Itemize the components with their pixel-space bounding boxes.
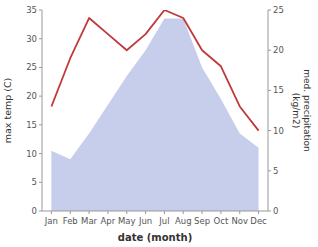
y2-tick-label: 15 <box>273 85 284 95</box>
x-axis-line <box>42 211 268 212</box>
y-tick-label: 15 <box>26 120 37 130</box>
x-tick-label: May <box>118 216 136 226</box>
y2-axis-title-line: med. precipitation <box>302 69 312 151</box>
x-tick-label: Jun <box>138 216 152 226</box>
y2-tick <box>268 130 271 131</box>
x-tick <box>51 211 52 214</box>
y-tick-label: 0 <box>32 206 37 216</box>
y2-tick <box>268 10 271 11</box>
y-tick <box>39 10 42 11</box>
y2-tick-label: 5 <box>273 166 278 176</box>
y2-tick <box>268 50 271 51</box>
x-tick-label: Feb <box>63 216 78 226</box>
y2-tick-label: 0 <box>273 206 278 216</box>
y-axis-line <box>42 10 43 211</box>
x-tick-label: Apr <box>101 216 116 226</box>
x-tick-label: Sep <box>194 216 210 226</box>
x-tick <box>202 211 203 214</box>
x-tick <box>258 211 259 214</box>
y2-tick-label: 25 <box>273 5 284 15</box>
x-tick-label: Dec <box>250 216 267 226</box>
area <box>51 19 258 211</box>
y-tick-label: 5 <box>32 177 37 187</box>
y-tick <box>39 182 42 183</box>
x-tick <box>89 211 90 214</box>
y2-axis-line <box>268 10 269 211</box>
x-tick <box>145 211 146 214</box>
y2-tick-label: 10 <box>273 126 284 136</box>
x-tick <box>183 211 184 214</box>
x-tick-label: Aug <box>175 216 192 226</box>
y2-tick <box>268 211 271 212</box>
plot-area <box>51 10 258 211</box>
y-tick-label: 30 <box>26 34 37 44</box>
x-tick <box>220 211 221 214</box>
y2-axis-title: med. precipitation(kg/m2) <box>291 69 312 151</box>
x-tick-label: Jan <box>44 216 58 226</box>
y2-axis-title-line: (kg/m2) <box>291 93 301 128</box>
y-tick <box>39 67 42 68</box>
x-tick <box>239 211 240 214</box>
y-tick-label: 10 <box>26 149 37 159</box>
x-tick-label: Jul <box>158 216 169 226</box>
y-tick <box>39 153 42 154</box>
x-tick <box>70 211 71 214</box>
y-tick-label: 25 <box>26 62 37 72</box>
line <box>51 10 258 131</box>
x-tick <box>164 211 165 214</box>
y-tick-label: 35 <box>26 5 37 15</box>
x-tick-label: Mar <box>81 216 98 226</box>
y2-tick <box>268 170 271 171</box>
y-tick <box>39 211 42 212</box>
y-tick <box>39 124 42 125</box>
y-tick-label: 20 <box>26 91 37 101</box>
y2-tick-label: 20 <box>273 45 284 55</box>
chart: Jan FebMarAprMayJun Jul AugSep OctNovDec 0 5 10… <box>0 0 318 247</box>
x-tick-label: Nov <box>231 216 248 226</box>
y-axis-title: max temp (C) <box>2 78 13 144</box>
x-axis-title: date (month) <box>118 232 192 243</box>
x-tick <box>107 211 108 214</box>
x-tick-label: Oct <box>214 216 229 226</box>
y-tick <box>39 96 42 97</box>
y2-tick <box>268 90 271 91</box>
y-tick <box>39 38 42 39</box>
x-tick <box>126 211 127 214</box>
